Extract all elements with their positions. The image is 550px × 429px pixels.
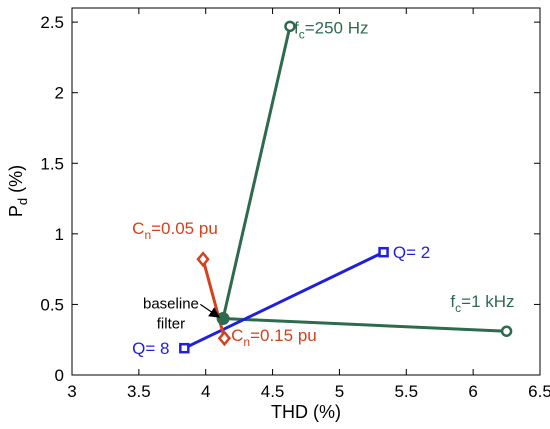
y-tick-label: 0 <box>55 366 64 385</box>
marker-square-q <box>179 342 190 354</box>
series-line-q <box>182 250 386 350</box>
annotation-rest: =250 Hz <box>305 18 369 37</box>
marker-circle-fc <box>284 20 296 33</box>
x-tick-label: 4.5 <box>261 382 285 401</box>
y-tick-label: 2 <box>55 84 64 103</box>
annotation-base: Q= 2 <box>393 243 430 262</box>
callout-text: filter <box>157 316 185 333</box>
y-axis-title: Pd (%) <box>6 165 30 217</box>
marker-diamond-cn <box>217 330 232 347</box>
x-tick-label: 4 <box>201 382 210 401</box>
annotation-sub: c <box>299 27 305 41</box>
series-line-fc <box>221 317 509 333</box>
annotation-cn-005: Cn=0.05 pu <box>132 219 218 242</box>
series-layer <box>182 24 509 350</box>
x-tick-label: 6 <box>468 382 477 401</box>
y-axis-title-sub: d <box>15 198 30 205</box>
x-tick-label: 3 <box>67 382 76 401</box>
annotation-base: Q= 8 <box>132 339 169 358</box>
x-tick-label: 6.5 <box>528 382 550 401</box>
annotation-sub: c <box>455 301 461 315</box>
y-tick-label: 2.5 <box>40 13 64 32</box>
marker-square-q <box>378 246 389 258</box>
y-tick-label: 1 <box>55 225 64 244</box>
annotation-fc-1k: fc=1 kHz <box>450 292 514 315</box>
y-axis-title-rest: (%) <box>6 165 26 198</box>
callout-arrow <box>200 303 221 318</box>
series-line-fc <box>221 24 292 321</box>
annotation-rest: =0.15 pu <box>250 326 317 345</box>
annotation-q-2: Q= 2 <box>393 243 430 262</box>
marker-circle-fc <box>500 325 513 337</box>
plot-frame <box>71 7 541 376</box>
markers-layer <box>179 20 513 354</box>
x-axis-title: THD (%) <box>271 402 341 422</box>
y-tick-label: 1.5 <box>40 154 64 173</box>
annotation-q-8: Q= 8 <box>132 339 169 358</box>
annotation-rest: =0.05 pu <box>151 219 218 238</box>
annotation-base: f <box>450 292 455 311</box>
annotation-base: f <box>294 18 299 37</box>
y-axis-title-main: P <box>6 205 26 217</box>
x-tick-label: 5 <box>335 382 344 401</box>
annotation-cn-015: Cn=0.15 pu <box>231 326 317 349</box>
annotation-sub: n <box>243 335 250 349</box>
x-tick-label: 3.5 <box>127 382 151 401</box>
annotation-sub: n <box>144 228 151 242</box>
callout-text: baseline <box>143 296 199 313</box>
x-tick-label: 5.5 <box>394 382 418 401</box>
annotation-base: C <box>231 326 243 345</box>
annotation-fc-250: fc=250 Hz <box>294 18 369 41</box>
baseline-point <box>216 312 230 326</box>
annotation-rest: =1 kHz <box>461 292 514 311</box>
tick-labels: 3 3.5 4 4.5 5 5.5 6 6.5 0 0.5 1 1.5 2 2.5 <box>40 13 550 401</box>
marker-diamond-cn <box>196 251 210 268</box>
y-tick-label: 0.5 <box>40 295 64 314</box>
annotation-base: C <box>132 219 144 238</box>
plot-area <box>72 8 540 375</box>
series-line-cn <box>201 257 226 340</box>
callout-layer: baseline filter <box>143 296 221 333</box>
